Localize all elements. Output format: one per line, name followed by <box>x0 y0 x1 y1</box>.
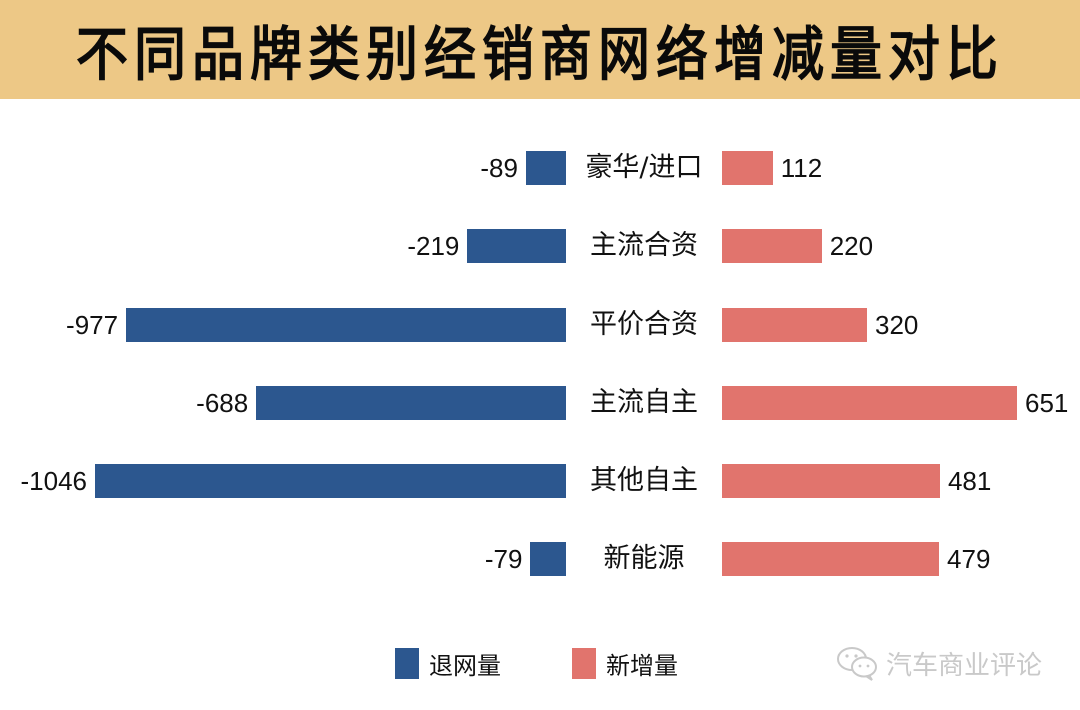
bar-new <box>722 229 822 263</box>
chart-title: 不同品牌类别经销商网络增减量对比 <box>75 22 1004 90</box>
chart-row: -79 新能源 479 <box>0 542 1080 576</box>
bar-withdrawn <box>256 386 566 420</box>
chart-row: -219 主流合资 220 <box>0 229 1080 263</box>
legend-label-withdrawn: 退网量 <box>429 651 501 680</box>
bar-new <box>722 151 773 185</box>
watermark-text: 汽车商业评论 <box>886 650 1043 681</box>
value-label-new: 479 <box>947 544 991 574</box>
bar-new <box>722 386 1017 420</box>
value-label-withdrawn: -219 <box>407 231 460 261</box>
legend-swatch-new <box>572 647 596 679</box>
value-label-withdrawn: -977 <box>66 310 119 340</box>
category-label: 平价合资 <box>590 309 698 340</box>
legend-label-new: 新增量 <box>606 651 678 680</box>
bar-new <box>722 464 940 498</box>
bar-withdrawn <box>126 308 566 342</box>
value-label-new: 651 <box>1025 388 1069 418</box>
category-label: 其他自主 <box>590 465 698 496</box>
legend-swatch-withdrawn <box>395 647 419 679</box>
category-label: 主流自主 <box>590 387 698 418</box>
category-label: 主流合资 <box>590 230 698 261</box>
value-label-withdrawn: -89 <box>480 153 518 183</box>
value-label-withdrawn: -688 <box>196 388 249 418</box>
bar-new <box>722 308 867 342</box>
bar-withdrawn <box>467 229 566 263</box>
value-label-new: 112 <box>780 153 823 183</box>
bar-new <box>722 542 940 576</box>
legend-item-withdrawn: 退网量 <box>395 647 501 680</box>
bar-withdrawn <box>525 151 566 185</box>
legend-item-new: 新增量 <box>572 647 678 680</box>
value-label-new: 481 <box>947 466 992 496</box>
chart-row: -1046 其他自主 481 <box>0 464 1080 498</box>
value-label-new: 320 <box>875 310 919 340</box>
chart-row: -977 平价合资 320 <box>0 308 1080 342</box>
chart-row: -89 豪华/进口 112 <box>0 151 1080 185</box>
watermark: 汽车商业评论 <box>836 645 1042 681</box>
wechat-icon <box>837 647 877 681</box>
bar-withdrawn <box>95 464 566 498</box>
bar-withdrawn <box>530 542 566 576</box>
category-label: 新能源 <box>603 543 685 574</box>
title-banner: 不同品牌类别经销商网络增减量对比 <box>0 0 1080 99</box>
chart-row: -688 主流自主 651 <box>0 386 1080 420</box>
value-label-withdrawn: -1046 <box>20 466 88 496</box>
value-label-withdrawn: -79 <box>484 544 523 574</box>
value-label-new: 220 <box>829 231 874 261</box>
category-label: 豪华/进口 <box>585 152 703 183</box>
